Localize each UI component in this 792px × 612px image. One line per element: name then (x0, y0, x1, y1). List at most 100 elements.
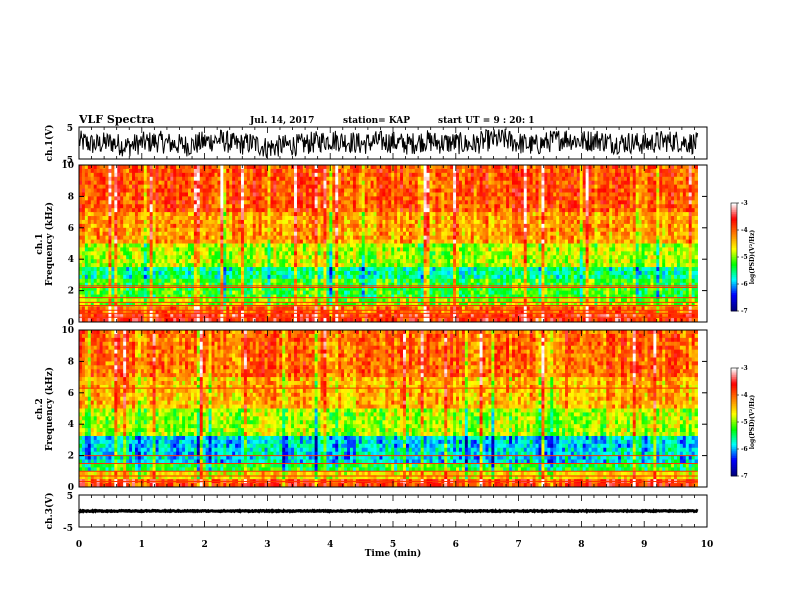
ch1-spectrogram-cell (265, 271, 268, 275)
ch1-spectrogram-cell (220, 173, 223, 177)
ch1-spectrogram-cell (94, 240, 97, 244)
ch1-spectrogram-cell (270, 251, 273, 255)
ch1-spectrogram-cell (111, 291, 114, 295)
ch1-spectrogram-cell (173, 224, 176, 228)
ch1-spectrogram-cell (362, 189, 365, 193)
ch1-spectrogram-cell (394, 208, 397, 212)
ch1-spectrogram-cell (365, 263, 368, 267)
ch1-spectrogram-cell (421, 189, 424, 193)
ch1-spectrogram-cell (432, 208, 435, 212)
ch1-spectrogram-cell (338, 196, 341, 200)
ch1-spectrogram-cell (403, 314, 406, 318)
ch1-spectrogram-cell (374, 244, 377, 248)
ch1-spectrogram-cell (203, 279, 206, 283)
ch1-spectrogram-cell (256, 192, 259, 196)
ch1-spectrogram-cell (256, 314, 259, 318)
ch1-spectrogram-cell (371, 267, 374, 271)
ch1-spectrogram-cell (268, 212, 271, 216)
ch1-spectrogram-cell (108, 263, 111, 267)
ch1-spectrogram-cell (265, 212, 268, 216)
ch1-spectrogram-cell (391, 263, 394, 267)
ch1-spectrogram-cell (300, 302, 303, 306)
ch1-spectrogram-cell (194, 212, 197, 216)
ch1-spectrogram-cell (291, 295, 294, 299)
ch1-spectrogram-cell (282, 244, 285, 248)
ch1-spectrogram-cell (91, 291, 94, 295)
ch1-spectrogram-cell (418, 295, 421, 299)
ch1-spectrogram-cell (217, 208, 220, 212)
ch1-spectrogram-cell (329, 275, 332, 279)
ch1-spectrogram-cell (232, 228, 235, 232)
ch1-spectrogram-cell (394, 185, 397, 189)
ch1-spectrogram-cell (288, 196, 291, 200)
ch1-spectrogram-cell (238, 216, 241, 220)
ch1-spectrogram-cell (415, 181, 418, 185)
ch1-spectrogram-cell (421, 216, 424, 220)
ch1-spectrogram-cell (147, 295, 150, 299)
ch1-spectrogram-cell (229, 181, 232, 185)
ch1-spectrogram-cell (300, 291, 303, 295)
ch1-spectrogram-cell (400, 236, 403, 240)
ch1-spectrogram-cell (117, 295, 120, 299)
ch1-spectrogram-cell (285, 247, 288, 251)
ch1-spectrogram-cell (382, 236, 385, 240)
ch1-spectrogram-cell (285, 295, 288, 299)
ch1-spectrogram-cell (79, 204, 82, 208)
ch1-spectrogram-cell (215, 247, 218, 251)
ch1-spectrogram-cell (368, 220, 371, 224)
ch1-spectrogram-cell (206, 279, 209, 283)
ch1-spectrogram-cell (368, 295, 371, 299)
ch1-spectrogram-cell (424, 192, 427, 196)
ch1-spectrogram-cell (406, 271, 409, 275)
ch1-spectrogram-cell (188, 232, 191, 236)
ch1-spectrogram-cell (126, 310, 129, 314)
ch1-spectrogram-cell (226, 220, 229, 224)
ch1-spectrogram-cell (220, 259, 223, 263)
ch1-spectrogram-cell (176, 220, 179, 224)
ch1-spectrogram-cell (403, 181, 406, 185)
ch1-spectrogram-cell (150, 251, 153, 255)
ch1-spectrogram-cell (409, 267, 412, 271)
ch1-spectrogram-cell (159, 263, 162, 267)
ch1-spectrogram-cell (164, 247, 167, 251)
ch1-spectrogram-cell (185, 240, 188, 244)
ch1-spectrogram-cell (114, 181, 117, 185)
ch1-spectrogram-cell (338, 208, 341, 212)
ch1-spectrogram-cell (412, 204, 415, 208)
ch1-spectrogram-cell (123, 310, 126, 314)
ch1-spectrogram-cell (279, 302, 282, 306)
ch1-spectrogram-cell (341, 279, 344, 283)
ch1-spectrogram-cell (291, 228, 294, 232)
ch1-spectrogram-cell (209, 247, 212, 251)
ch1-spectrogram-cell (253, 247, 256, 251)
ch1-spectrogram-cell (159, 267, 162, 271)
ch1-spectrogram-cell (294, 255, 297, 259)
ch1-spectrogram-cell (312, 240, 315, 244)
ch1-spectrogram-cell (147, 255, 150, 259)
ch1-spectrogram-cell (288, 189, 291, 193)
ch1-spectrogram-cell (206, 185, 209, 189)
ch1-spectrogram-cell (94, 224, 97, 228)
ch1-spectrogram-cell (197, 251, 200, 255)
ch1-spectrogram-cell (268, 267, 271, 271)
ch1-spectrogram-cell (356, 173, 359, 177)
ch1-spectrogram-cell (291, 263, 294, 267)
ch1-spectrogram-cell (161, 244, 164, 248)
ch1-spectrogram-cell (356, 204, 359, 208)
ch1-spectrogram-cell (164, 310, 167, 314)
ch1-spectrogram-cell (150, 240, 153, 244)
ch1-spectrogram-cell (170, 220, 173, 224)
ch1-spectrogram-cell (200, 263, 203, 267)
ch1-spectrogram-cell (144, 310, 147, 314)
ch1-spectrogram-cell (241, 259, 244, 263)
ch1-spectrogram-cell (167, 189, 170, 193)
ch1-spectrogram-cell (341, 271, 344, 275)
ch1-spectrogram-cell (335, 236, 338, 240)
ch1-spectrogram-cell (359, 169, 362, 173)
ch1-spectrogram-cell (318, 189, 321, 193)
ch1-spectrogram-cell (250, 244, 253, 248)
ch1-spectrogram-cell (374, 165, 377, 169)
ch1-spectrogram-cell (394, 279, 397, 283)
ch1-spectrogram-cell (297, 165, 300, 169)
ch1-spectrogram-cell (270, 302, 273, 306)
